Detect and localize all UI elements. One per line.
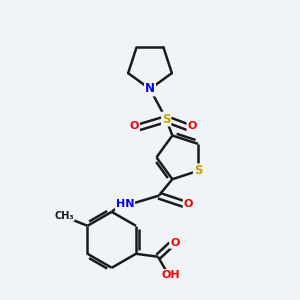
Text: O: O bbox=[184, 200, 193, 209]
Text: S: S bbox=[194, 164, 202, 177]
Text: O: O bbox=[130, 122, 139, 131]
Text: HN: HN bbox=[116, 200, 134, 209]
Text: N: N bbox=[145, 82, 155, 95]
Text: O: O bbox=[188, 122, 197, 131]
Text: S: S bbox=[162, 112, 170, 126]
Text: CH₃: CH₃ bbox=[54, 211, 74, 220]
Text: O: O bbox=[170, 238, 179, 248]
Text: OH: OH bbox=[162, 270, 181, 280]
